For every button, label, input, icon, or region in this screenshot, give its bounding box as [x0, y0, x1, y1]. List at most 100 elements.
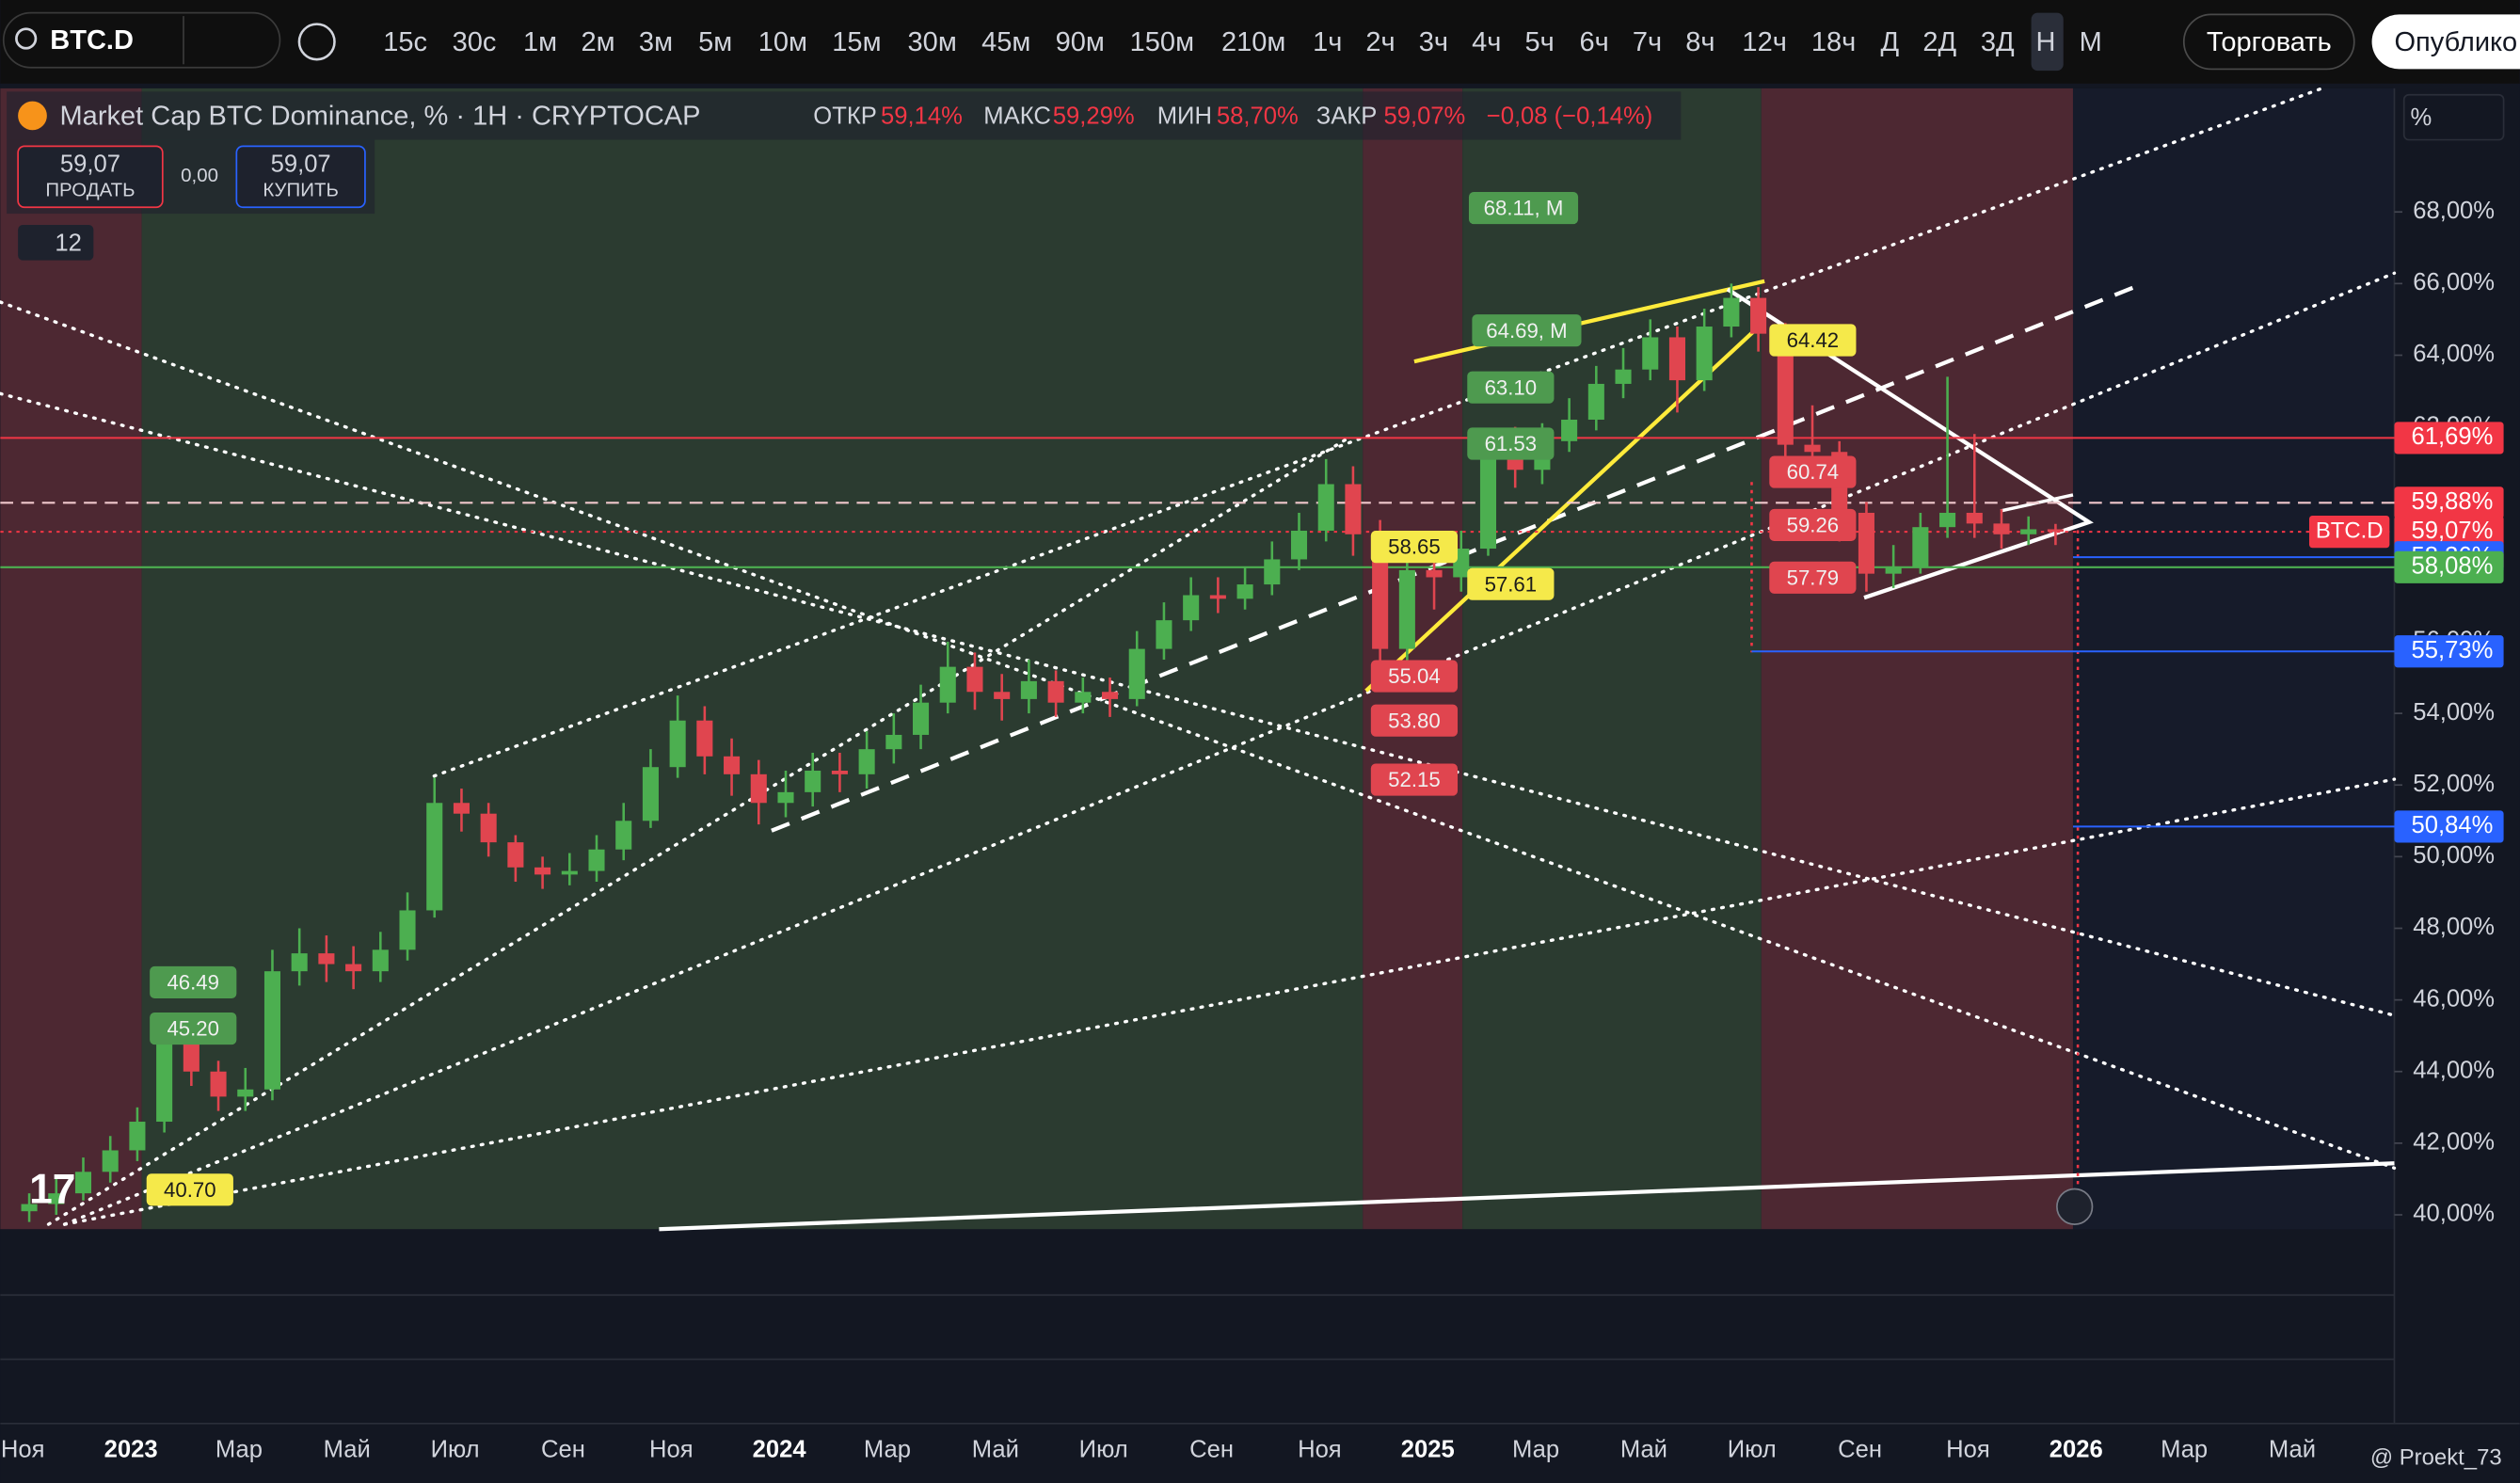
- y-tick-label: 54,00%: [2413, 699, 2495, 726]
- trend-line: [1364, 319, 1766, 693]
- annotation-box: [1769, 324, 1857, 357]
- timeframe[interactable]: 1ч: [1313, 27, 1342, 57]
- indicators-count: 12: [55, 230, 81, 256]
- scale-mode-box[interactable]: [2402, 93, 2505, 141]
- timeframe[interactable]: М: [2080, 27, 2102, 57]
- annotation-label: 64.42: [1787, 328, 1840, 352]
- candle-body: [1642, 337, 1659, 370]
- y-tick-label: 44,00%: [2413, 1058, 2495, 1084]
- timeframe[interactable]: 5м: [698, 27, 732, 57]
- candle-body: [642, 767, 659, 821]
- level-label: 61,69%: [2412, 423, 2494, 450]
- candle-body: [777, 791, 794, 804]
- candle-body: [831, 771, 848, 774]
- candle-body: [1101, 692, 1119, 699]
- timeframe[interactable]: 90м: [1056, 27, 1105, 57]
- toolbar: [0, 0, 2520, 84]
- timeframe[interactable]: 7ч: [1633, 27, 1662, 57]
- candle-body: [534, 867, 551, 875]
- candle-body: [2020, 529, 2037, 534]
- x-tick-label: Июл: [1728, 1437, 1777, 1463]
- y-tick-label: 46,00%: [2413, 985, 2495, 1012]
- publish-button[interactable]: [2371, 14, 2520, 70]
- sell-button[interactable]: [17, 145, 164, 209]
- annotation-label: 57.79: [1787, 566, 1840, 589]
- timeframe[interactable]: 1м: [523, 27, 557, 57]
- price-axis: 40,00% 42,00% 44,00% 46,00% 48,00% 50,00% 52,0…: [2394, 198, 2504, 1227]
- annotation-box: [150, 1012, 237, 1045]
- annotation-box: [1769, 508, 1857, 541]
- annotation-label: 55.04: [1388, 664, 1441, 688]
- candle-body: [1912, 527, 1929, 567]
- candle-body: [994, 692, 1011, 699]
- legend-title: Market Cap BTC Dominance, % · 1H · CRYPT…: [60, 101, 701, 131]
- x-tick-label: Май: [2269, 1437, 2316, 1463]
- zone-red: [1761, 88, 2073, 1230]
- timeframe[interactable]: 15м: [832, 27, 881, 57]
- timeframe[interactable]: 30с: [453, 27, 497, 57]
- timeframe[interactable]: 3м: [639, 27, 673, 57]
- timeframe[interactable]: 18ч: [1811, 27, 1856, 57]
- sell-price: 59,07: [60, 151, 120, 178]
- timeframe[interactable]: 150м: [1130, 27, 1194, 57]
- timeframe[interactable]: 210м: [1221, 27, 1285, 57]
- timeframe[interactable]: 45м: [981, 27, 1030, 57]
- timeframe[interactable]: 5ч: [1524, 27, 1554, 57]
- legend-change: −0,08 (−0,14%): [1487, 103, 1653, 129]
- candles: [21, 283, 2064, 1222]
- buy-button[interactable]: [235, 145, 366, 209]
- zone-red: [0, 88, 142, 1230]
- annotation-box: [1467, 567, 1555, 600]
- indicators-toggle[interactable]: [18, 225, 94, 261]
- candle-body: [615, 821, 632, 850]
- candle-body: [1723, 297, 1740, 327]
- annotation-box: [1769, 455, 1857, 488]
- candle-body: [1183, 595, 1200, 621]
- candle-body: [74, 1172, 92, 1194]
- level-label-bg: [2394, 550, 2504, 583]
- y-tick-label: 66,00%: [2413, 269, 2495, 295]
- candle-body: [102, 1150, 119, 1172]
- timeframe[interactable]: 2м: [581, 27, 614, 57]
- annotation-label: 68.11, M: [1484, 197, 1564, 220]
- x-tick-label: Сен: [541, 1437, 585, 1463]
- candle-body: [561, 870, 578, 875]
- scale-mode: %: [2411, 104, 2432, 131]
- timeframe[interactable]: 4ч: [1472, 27, 1501, 57]
- candle-body: [1587, 383, 1604, 420]
- timeframe[interactable]: 10м: [758, 27, 807, 57]
- timeframe[interactable]: 12ч: [1742, 27, 1786, 57]
- annotation-box: [1769, 561, 1857, 594]
- timeframe[interactable]: 3ч: [1419, 27, 1448, 57]
- x-tick-label: Июл: [431, 1437, 480, 1463]
- timeframe[interactable]: 2ч: [1365, 27, 1395, 57]
- trade-button[interactable]: [2182, 13, 2355, 71]
- legend-value: 59,07%: [1383, 103, 1465, 129]
- symbol-search[interactable]: [2, 11, 281, 69]
- annotation-label: 59.26: [1787, 513, 1840, 536]
- timeframe[interactable]: 6ч: [1580, 27, 1609, 57]
- candle-body: [1047, 680, 1064, 703]
- timeframe[interactable]: 8ч: [1685, 27, 1715, 57]
- y-tick-label: 68,00%: [2413, 198, 2495, 224]
- timeframe[interactable]: 30м: [908, 27, 957, 57]
- timeframe[interactable]: 15с: [383, 27, 427, 57]
- time-axis: Ноя 2023 Мар Май Июл Сен Ноя 2024 Мар Май Июл Сен Но…: [1, 1437, 2316, 1463]
- symbol: BTC.D: [50, 25, 134, 56]
- timeframe[interactable]: Н: [2035, 27, 2055, 57]
- y-tick-label: 48,00%: [2413, 914, 2495, 940]
- timeframe[interactable]: 2Д: [1922, 27, 1956, 57]
- timeframe[interactable]: 3Д: [1981, 27, 2015, 57]
- alert-icon[interactable]: [2056, 1188, 2094, 1225]
- y-tick-label: 64,00%: [2413, 341, 2495, 367]
- candle-body: [183, 1043, 199, 1072]
- add-button[interactable]: [297, 23, 336, 61]
- candle-body: [1075, 692, 1092, 703]
- annotation-label: 63.10: [1485, 375, 1538, 399]
- annotation-label: 64.69, M: [1486, 319, 1567, 343]
- legend-label: ЗАКР: [1316, 103, 1378, 129]
- legend-value: 59,29%: [1053, 103, 1135, 129]
- triangle: [1726, 287, 2094, 600]
- x-tick-label: Мар: [1512, 1437, 1559, 1463]
- timeframe[interactable]: Д: [1881, 27, 1900, 57]
